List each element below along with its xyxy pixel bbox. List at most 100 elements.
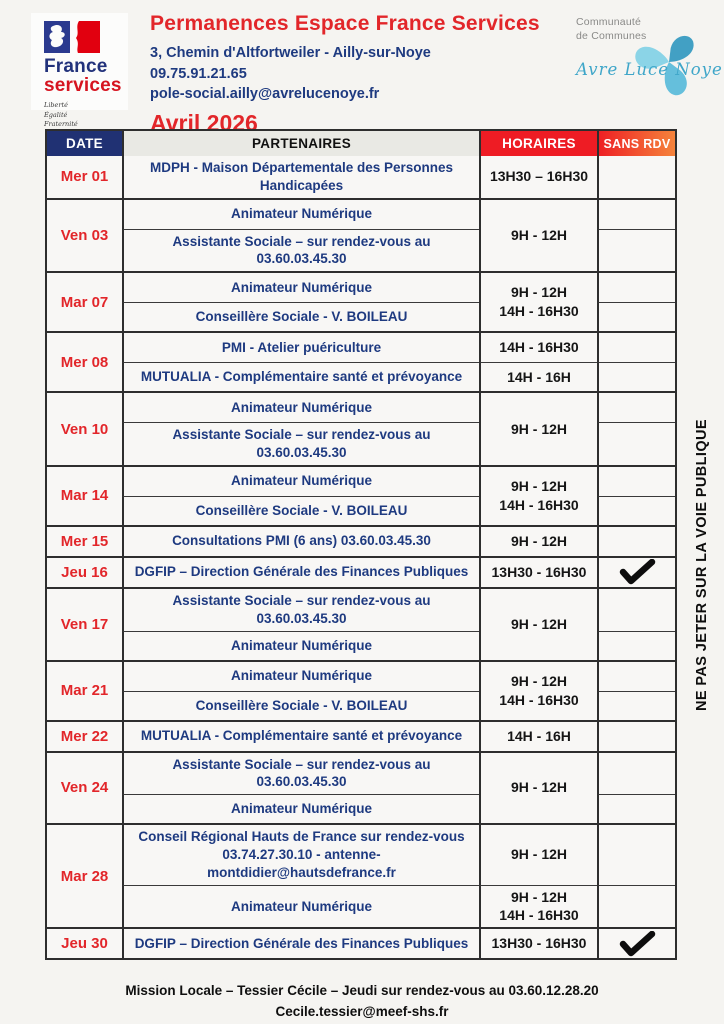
hours-cell: 14H - 16H30 (479, 333, 597, 363)
partner-cell: Assistante Sociale – sur rendez-vous au … (122, 228, 479, 272)
table-row: Mar 14 Animateur Numérique Conseillère Soc… (47, 464, 675, 525)
footer: Mission Locale – Tessier Cécile – Jeudi … (0, 981, 724, 1023)
france-services-logo: France services Liberté Égalité Fraterni… (31, 13, 128, 128)
hours-cell: 9H - 12H 14H - 16H30 (479, 661, 597, 720)
sans-rdv-cell (597, 630, 675, 660)
table-row: Ven 03 Animateur Numérique Assistante Soci… (47, 197, 675, 272)
phone-line: 09.75.91.21.65 (150, 65, 247, 82)
sans-rdv-cell (597, 794, 675, 824)
sans-rdv-cell (597, 661, 675, 691)
hours-cell: 9H - 12H (479, 825, 597, 885)
hours-cell: 13H30 - 16H30 (479, 557, 597, 587)
partner-cell: Animateur Numérique (122, 393, 479, 423)
footer-line1: Mission Locale – Tessier Cécile – Jeudi … (125, 983, 599, 998)
hours-cell: 9H - 12H (479, 393, 597, 465)
check-icon (619, 930, 656, 957)
hours-cell: 14H - 16H (479, 362, 597, 392)
partner-cell: Assistante Sociale – sur rendez-vous au … (122, 422, 479, 465)
contact-block: 3, Chemin d'Altfortweiler - Ailly-sur-No… (150, 43, 570, 105)
partner-cell: Assistante Sociale – sur rendez-vous au … (122, 588, 479, 631)
date-cell: Mar 28 (60, 867, 109, 885)
sans-rdv-cell (597, 273, 675, 303)
page-title: Permanences Espace France Services (150, 12, 540, 35)
date-cell: Mer 08 (60, 353, 109, 371)
table-row: Mar 21 Animateur Numérique Conseillère Soc… (47, 659, 675, 720)
sans-rdv-cell (597, 466, 675, 496)
sans-rdv-cell (597, 393, 675, 423)
hours-cell: 9H - 12H (479, 752, 597, 824)
logo-motto: Liberté Égalité Fraternité (44, 101, 128, 130)
communaute-communes-logo: Communauté de Communes Avre Luce Noye (576, 16, 722, 116)
email-line: pole-social.ailly@avrelucenoye.fr (150, 86, 380, 103)
hours-cell: 13H30 - 16H30 (479, 929, 597, 959)
motto-egalite: Égalité (44, 110, 68, 119)
partner-cell: Animateur Numérique (122, 630, 479, 660)
footer-line2: Cecile.tessier@meef-shs.fr (275, 1003, 449, 1019)
logo-france-text: France (44, 56, 108, 77)
sans-rdv-cell (597, 156, 675, 198)
partner-cell: Conseillère Sociale - V. BOILEAU (122, 302, 479, 332)
date-cell: Mer 01 (60, 168, 109, 186)
column-header-partenaires: PARTENAIRES (122, 131, 479, 156)
date-cell: Mer 15 (60, 532, 109, 550)
partner-cell: Animateur Numérique (122, 199, 479, 229)
sans-rdv-cell (597, 884, 675, 928)
date-cell: Ven 10 (60, 420, 109, 438)
hours-cell: 13H30 – 16H30 (479, 156, 597, 198)
partner-cell: Animateur Numérique (122, 466, 479, 496)
sans-rdv-cell (597, 495, 675, 525)
date-cell: Jeu 16 (61, 563, 108, 581)
hours-cell: 14H - 16H (479, 721, 597, 751)
table-row: Ven 24 Assistante Sociale – sur rendez-vo… (47, 750, 675, 824)
hours-cell: 9H - 12H (479, 199, 597, 272)
partner-cell: PMI - Atelier puériculture (122, 333, 479, 363)
sans-rdv-cell (597, 825, 675, 885)
partner-cell: Consultations PMI (6 ans) 03.60.03.45.30 (122, 526, 479, 556)
partner-cell: DGFIP – Direction Générale des Finances … (122, 557, 479, 587)
address-line: 3, Chemin d'Altfortweiler - Ailly-sur-No… (150, 45, 431, 61)
sans-rdv-cell (597, 557, 675, 587)
schedule-table: DATE PARTENAIRES HORAIRES SANS RDV Mer 0… (45, 129, 677, 961)
table-body: Mer 01 MDPH - Maison Départementale des P… (47, 156, 675, 959)
cc-name-script: Avre Luce Noye (576, 60, 723, 79)
table-row: Ven 17 Assistante Sociale – sur rendez-vo… (47, 586, 675, 660)
column-header-date: DATE (47, 131, 122, 156)
sans-rdv-cell (597, 199, 675, 229)
table-row: Mer 01 MDPH - Maison Départementale des P… (47, 156, 675, 198)
hours-cell: 9H - 12H (479, 588, 597, 660)
partner-cell: Assistante Sociale – sur rendez-vous au … (122, 752, 479, 795)
sans-rdv-cell (597, 302, 675, 332)
header-block: Permanences Espace France Services 3, Ch… (150, 12, 570, 137)
table-row: Mer 22 MUTUALIA - Complémentaire santé et… (47, 719, 675, 751)
table-row: Mar 07 Animateur Numérique Conseillère Soc… (47, 271, 675, 332)
partner-cell: Conseil Régional Hauts de France sur ren… (122, 825, 479, 885)
column-header-sans-rdv: SANS RDV (597, 131, 675, 156)
date-cell: Ven 17 (60, 615, 109, 633)
motto-liberte: Liberté (44, 100, 68, 109)
partner-cell: MDPH - Maison Départementale des Personn… (122, 156, 479, 198)
sans-rdv-cell (597, 752, 675, 795)
pinwheel-icon (635, 35, 694, 96)
hours-cell: 9H - 12H 14H - 16H30 (479, 273, 597, 332)
partner-cell: Animateur Numérique (122, 661, 479, 691)
motto-fraternite: Fraternité (44, 120, 78, 129)
column-header-horaires: HORAIRES (479, 131, 597, 156)
table-row: Jeu 30 DGFIP – Direction Générale des Fin… (47, 927, 675, 959)
cc-line2: de Communes (576, 29, 647, 42)
partner-cell: Animateur Numérique (122, 273, 479, 303)
table-header-row: DATE PARTENAIRES HORAIRES SANS RDV (47, 131, 675, 156)
date-cell: Mar 07 (60, 293, 109, 311)
hours-cell: 9H - 12H 14H - 16H30 (479, 884, 597, 928)
sans-rdv-cell (597, 690, 675, 720)
date-cell: Ven 24 (60, 779, 109, 797)
table-row: Jeu 16 DGFIP – Direction Générale des Fin… (47, 555, 675, 587)
partner-cell: MUTUALIA - Complémentaire santé et prévo… (122, 362, 479, 392)
sans-rdv-cell (597, 228, 675, 272)
sans-rdv-cell (597, 588, 675, 631)
check-icon (619, 559, 656, 585)
sans-rdv-cell (597, 362, 675, 392)
sans-rdv-cell (597, 929, 675, 959)
sans-rdv-cell (597, 721, 675, 751)
partner-cell: DGFIP – Direction Générale des Finances … (122, 929, 479, 959)
table-row: Ven 10 Animateur Numérique Assistante Soci… (47, 391, 675, 465)
